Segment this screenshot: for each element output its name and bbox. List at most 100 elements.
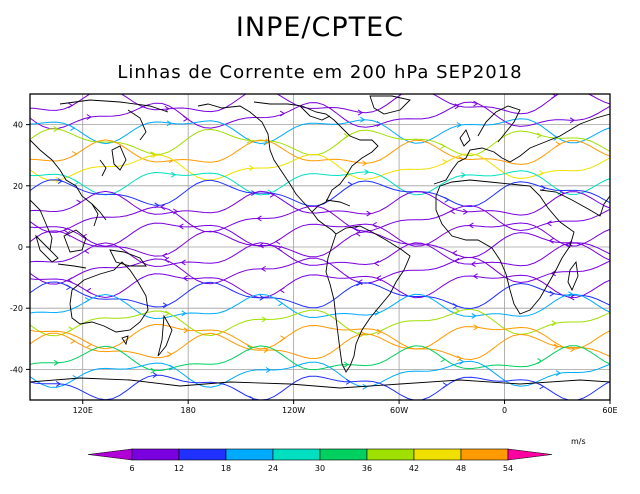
streamline-arrow [260, 265, 266, 272]
streamline-arrow [72, 151, 78, 157]
streamline-arrow [343, 361, 350, 368]
streamline [30, 323, 610, 350]
streamline-arrow [150, 367, 156, 374]
streamline-arrow [454, 103, 460, 110]
coast-japan [111, 145, 127, 171]
streamline [30, 205, 610, 233]
colorbar-tick-label: 18 [221, 464, 231, 473]
streamline-arrow [66, 284, 72, 291]
streamline [30, 118, 610, 145]
coast-africa [435, 179, 575, 315]
streamline-arrow [353, 225, 359, 232]
streamline-arrow [451, 250, 458, 257]
streamline-arrow [343, 133, 349, 140]
streamline-arrow [167, 351, 173, 358]
streamline-arrow [86, 287, 92, 294]
coast-south-america [325, 225, 411, 373]
streamline-arrow [183, 115, 189, 122]
coast-korea [99, 159, 107, 177]
streamline-arrow [162, 302, 169, 309]
streamline-arrow [569, 294, 575, 301]
colorbar-tick-label: 6 [129, 464, 134, 473]
streamline-arrow [442, 382, 448, 389]
colorbar-tick-label: 54 [503, 464, 513, 473]
colorbar-swatch [225, 448, 274, 461]
coast-australia [69, 261, 149, 333]
streamline-arrow [152, 151, 158, 158]
streamline [30, 170, 610, 196]
coast-java [57, 263, 87, 269]
latitude-tick-labels: 40 20 0 -20 -40 [10, 121, 30, 374]
streamline-arrow [275, 238, 281, 245]
colorbar-left-arrow [87, 448, 133, 461]
streamline-arrow [376, 328, 383, 335]
streamline-arrow [86, 341, 93, 348]
coast-cuba [325, 199, 351, 207]
main-title: INPE/CPTEC [235, 12, 405, 43]
streamline-arrow [449, 208, 456, 215]
colorbar-tick-label: 36 [362, 464, 372, 473]
streamline-arrow [362, 383, 368, 390]
streamline-arrow [55, 380, 62, 387]
streamline-arrow [53, 126, 59, 132]
streamline-arrow [355, 230, 361, 237]
streamline-arrow [555, 141, 561, 148]
colorbar-tick-label: 48 [456, 464, 466, 473]
streamline-arrow [459, 358, 465, 365]
streamline-arrow [541, 185, 547, 191]
colorbar-swatch [413, 448, 462, 461]
streamline-arrow [473, 324, 479, 331]
coast-tasmania [121, 335, 129, 346]
colorbar-swatch [131, 448, 180, 461]
coast-britain [459, 129, 471, 147]
streamline-arrow [247, 345, 253, 351]
streamline [30, 222, 610, 247]
coast-scandinavia [477, 105, 521, 143]
streamline-arrow [555, 370, 562, 377]
x-tick-label: 120E [73, 406, 93, 415]
streamline-arrow [76, 199, 82, 206]
map-subtitle: Linhas de Corrente em 200 hPa SEP2018 [117, 62, 523, 83]
streamline-arrow [471, 312, 477, 319]
streamline-arrow [164, 256, 170, 263]
streamline-arrow [539, 383, 545, 390]
coast-kamchatka [127, 109, 147, 141]
streamline [30, 94, 610, 115]
coast-new-zealand [157, 314, 173, 357]
streamline [30, 281, 610, 310]
streamline-arrow [256, 215, 262, 222]
streamline-arrow [280, 335, 286, 342]
x-tick-label: 60E [602, 406, 617, 415]
streamline-arrow [472, 273, 478, 280]
coast-new-guinea [109, 249, 147, 267]
x-tick-label: 120W [282, 406, 305, 415]
streamline [30, 139, 610, 165]
streamline-arrow [366, 210, 372, 217]
streamline [30, 360, 610, 388]
streamline-arrow [262, 87, 266, 92]
streamline-arrow [376, 275, 382, 282]
streamline-arrow [356, 280, 362, 287]
streamline-arrow [269, 191, 275, 198]
streamline-arrow [86, 114, 92, 120]
streamline-arrow [278, 300, 284, 307]
streamline-arrow [248, 165, 255, 171]
coast-europe [433, 113, 610, 185]
streamline-arrow [65, 230, 71, 237]
streamline-arrow [169, 364, 175, 371]
streamline-arrow [548, 237, 554, 244]
streamline-arrow [164, 105, 170, 112]
colorbar-swatch [319, 448, 368, 461]
streamline [30, 101, 610, 130]
colorbar: 6 12 18 24 30 36 42 48 54 [87, 448, 553, 473]
streamline-arrow [68, 326, 74, 333]
streamline-arrow [164, 310, 171, 317]
streamline-arrow [152, 372, 158, 378]
streamline-arrow [373, 260, 380, 267]
streamline-arrow [70, 338, 76, 345]
streamline-arrow [261, 316, 267, 323]
colorbar-tick-label: 42 [409, 464, 419, 473]
streamline-arrow [182, 275, 188, 282]
streamline [30, 273, 610, 299]
streamline-arrow [170, 171, 177, 178]
